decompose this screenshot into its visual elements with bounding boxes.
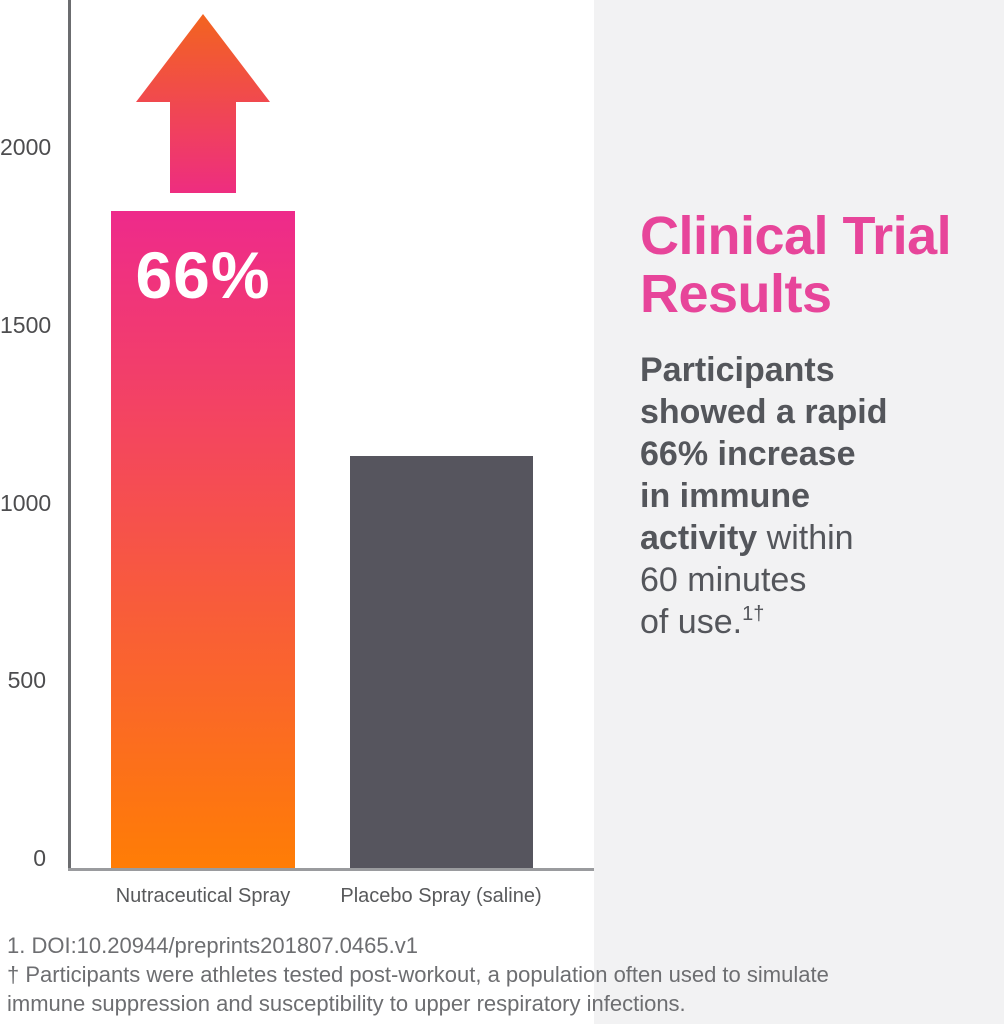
paragraph-line: 66% increase (640, 435, 856, 473)
footnote-doi: 1. DOI:10.20944/preprints201807.0465.v1 (7, 933, 418, 958)
y-tick-label-0: 0 (33, 845, 46, 871)
y-axis-line (68, 0, 71, 871)
panel-title-line-1: Clinical Trial (640, 206, 952, 266)
panel-paragraph: Participants showed a rapid 66% increase in… (640, 349, 888, 643)
paragraph-line: 60 minutes (640, 561, 807, 599)
paragraph-line: of use.1† (640, 603, 765, 641)
paragraph-line: showed a rapid (640, 393, 888, 431)
footnote-reference: 1† (742, 603, 765, 625)
bar-placebo-spray (350, 456, 533, 868)
increase-arrow-icon (136, 14, 270, 193)
footnote-dagger-line-1: † Participants were athletes tested post… (7, 962, 829, 987)
category-label-placebo: Placebo Spray (saline) (340, 885, 542, 907)
paragraph-line: activity within (640, 519, 854, 557)
y-tick-label-500: 500 (7, 667, 46, 694)
panel-title: Clinical Trial Results (640, 206, 952, 324)
results-panel-background (594, 0, 1004, 1024)
bar-nutraceutical-spray: 66% (111, 210, 295, 868)
y-tick-label-1000: 1000 (0, 489, 52, 516)
paragraph-line: Participants (640, 351, 835, 389)
paragraph-line: in immune (640, 477, 811, 515)
bar-percentage-label: 66% (135, 237, 271, 312)
x-axis-line (68, 868, 594, 871)
footnotes: 1. DOI:10.20944/preprints201807.0465.v1 … (7, 931, 829, 1018)
panel-title-line-2: Results (640, 264, 832, 324)
category-label-nutraceutical: Nutraceutical Spray (115, 885, 291, 907)
footnote-dagger-line-2: immune suppression and susceptibility to… (7, 991, 686, 1016)
y-tick-label-2000: 2000 (0, 134, 52, 160)
y-tick-label-1500: 1500 (0, 311, 52, 338)
